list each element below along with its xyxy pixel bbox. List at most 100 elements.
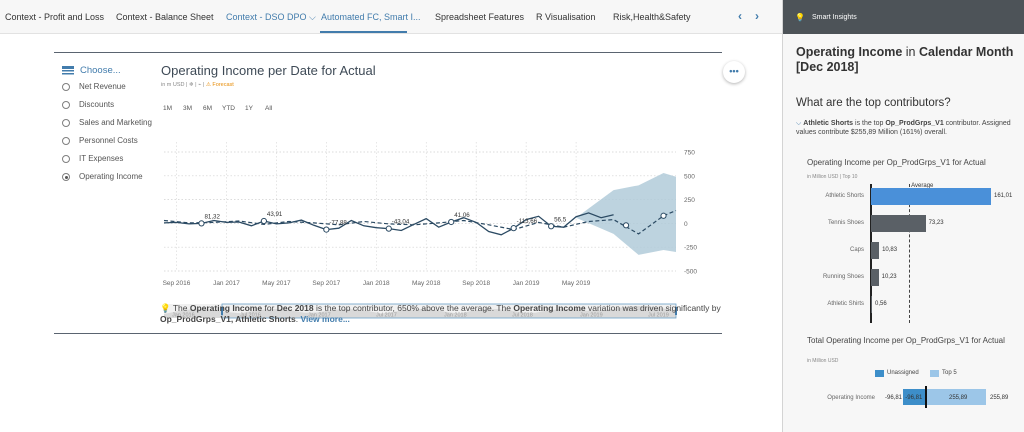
bar[interactable] [871,215,926,232]
data-point-marker [198,220,205,227]
heading-measure: Operating Income [796,45,903,59]
tab-spreadsheet-features[interactable]: Spreadsheet Features [435,12,525,22]
data-point-label: 43,91 [267,211,283,218]
data-point-label: -77,88 [329,220,347,227]
contributors-question: What are the top contributors? [796,97,951,109]
bar-category-label: Caps [849,247,864,253]
top-contributors-bar-chart[interactable]: Average Athletic Shorts 161,01 Tennis Shoes… [783,183,1024,323]
link-icon[interactable]: ⌁ [198,82,202,88]
bar[interactable] [871,269,879,286]
data-point-marker [385,225,392,232]
y-tick-label: 750 [684,150,695,157]
bar-top5[interactable] [926,389,986,405]
trend-series-line [163,209,677,235]
bar-unassigned[interactable] [903,389,926,405]
story-canvas: Choose... Net Revenue Discounts Sales an… [0,34,782,432]
data-point-marker [323,226,330,233]
chart-unit: in m USD [161,82,185,88]
radio-label: Personnel Costs [79,136,138,145]
tab-r-visualisation[interactable]: R Visualisation [536,12,596,22]
panel-title: Smart Insights [812,14,857,21]
chevron-down-icon[interactable]: ⌵ [796,120,802,127]
radio-dot [62,83,70,91]
bar[interactable] [871,242,880,259]
tab-dso-dpo[interactable]: Context - DSO DPO ⌵ [226,12,316,23]
input-control-icon [62,66,74,75]
radio-label: IT Expenses [79,154,124,163]
radio-label: Discounts [79,100,115,109]
zoom-ytd-button[interactable]: YTD [222,105,235,112]
chevron-down-icon: ⌵ [309,12,316,22]
lightbulb-icon: 💡 [160,303,171,313]
zoom-1y-button[interactable]: 1Y [245,105,253,112]
y-tick-label: 250 [684,197,695,204]
zoom-all-button[interactable]: All [265,105,273,112]
x-tick-label: May 2017 [262,280,291,287]
legend-swatch-unassigned [875,370,884,377]
chevron-left-icon[interactable]: ‹ [738,9,742,23]
bar-value-label: 161,01 [994,193,1013,199]
zoom-3m-button[interactable]: 3M [183,105,193,112]
radio-dot [62,119,70,127]
tab-balance-sheet[interactable]: Context - Balance Sheet [116,12,214,22]
filter-icon[interactable]: ❄ [189,82,194,88]
range-navigator[interactable]: Jan 2016 Jul 2016 Jan 2017 Jul 2017 Jan 2018… [164,303,677,319]
view-more-link[interactable]: View more... [300,314,350,324]
zoom-6m-button[interactable]: 6M [203,105,213,112]
more-actions-button[interactable]: ••• [723,61,745,83]
heading-date: Calendar Month [Dec 2018] [796,45,1014,74]
bar-value-label: 10,23 [881,274,897,280]
data-point-label: 41,06 [454,212,470,219]
insight-text-part: variation was driven significantly by [585,303,721,313]
insight-heading: Operating Income in Calendar Month [Dec … [796,45,1021,75]
total-bar-chart[interactable]: Unassigned Top 5 Operating Income -96,81 -96… [783,366,1024,416]
total-chart-title: Total Operating Income per Op_ProdGrps_V… [807,336,1005,345]
legend-label-unassigned: Unassigned [887,370,919,376]
tab-automated-fc[interactable]: Automated FC, Smart I... [321,12,421,22]
y-tick-label: 500 [684,173,695,180]
zoom-1m-button[interactable]: 1M [163,105,173,112]
bar-inner-label: 255,89 [949,395,968,401]
bar[interactable] [871,296,872,313]
insight-measure: Operating Income [189,303,263,313]
contributor-summary[interactable]: ⌵ Athletic Shorts is the top Op_ProdGrps… [796,119,1021,137]
navigator-label: Jul 2016 [240,313,261,319]
legend-swatch-top5 [930,370,939,377]
forecast-label[interactable]: Forecast [212,82,234,88]
y-tick-label: -500 [684,269,697,276]
bar-category-label: Athletic Shorts [825,193,864,199]
contrib-text: is the top [853,120,886,127]
insight-measure: Operating Income [513,303,586,313]
x-tick-label: Jan 2017 [213,280,240,287]
choose-dropdown[interactable]: Choose... [80,65,121,76]
insight-text-part: . [295,314,301,324]
tab-risk-health-safety[interactable]: Risk,Health&Safety [613,12,691,22]
tab-profit-and-loss[interactable]: Context - Profit and Loss [5,12,105,22]
lightbulb-icon: 💡 [795,13,805,22]
contrib-member: Athletic Shorts [803,120,854,127]
average-label: Average [911,183,934,189]
tab-dso-dpo-label: Context - DSO DPO [226,12,307,22]
legend-label-top5: Top 5 [942,370,957,376]
chevron-right-icon[interactable]: › [755,9,759,23]
panel-header: 💡 Smart Insights [783,0,1024,34]
radio-label: Sales and Marketing [79,118,152,127]
active-tab-indicator [320,31,407,33]
bar[interactable] [871,188,991,205]
x-tick-label: Sep 2018 [462,280,490,287]
data-point-label: -113,66 [517,218,538,225]
line-chart[interactable]: 750 500 250 0 -250 -500 Sep 2016 Jan 2017 May 20… [160,114,720,332]
bar-value-label: 73,23 [928,220,944,226]
radio-dot [62,137,70,145]
data-point-label: 81,32 [204,213,220,220]
navigator-label: Jul 2019 [648,313,669,319]
smart-insight-text: 💡 The Operating Income for Dec 2018 is t… [160,303,730,325]
total-chart-meta: in Million USD [807,358,839,364]
data-point-label: 56,5 [554,216,567,223]
story-tab-bar: Context - Profit and Loss Context - Bala… [0,0,782,34]
bar-value-label: 0,56 [875,301,887,307]
radio-dot-selected [62,173,70,181]
insight-text-part: The [172,303,190,313]
section-divider-top [54,52,722,53]
bar-value-label: 10,83 [882,247,898,253]
